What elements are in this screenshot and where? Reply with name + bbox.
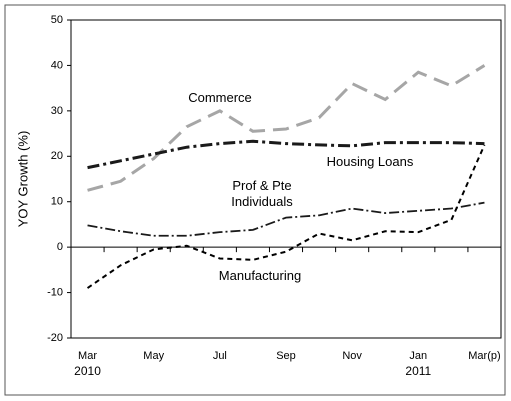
outer-frame xyxy=(4,4,506,396)
x-tick-label: Mar(p) xyxy=(468,350,500,362)
y-tick-label: 0 xyxy=(57,241,63,253)
x-tick-label: Nov xyxy=(342,350,362,362)
y-tick-label: 40 xyxy=(51,59,63,71)
year-label: 2010 xyxy=(74,364,101,378)
x-tick-label: Mar xyxy=(78,350,97,362)
y-tick-label: 50 xyxy=(51,14,63,26)
plot-frame xyxy=(70,19,502,339)
x-tick-label: Sep xyxy=(276,350,296,362)
y-tick-label: -10 xyxy=(47,286,63,298)
series-line xyxy=(86,144,486,289)
y-tick-label: 20 xyxy=(51,150,63,162)
series-label: Prof & Pte Individuals xyxy=(231,178,293,209)
y-axis-label: YOY Growth (%) xyxy=(15,131,30,228)
y-tick-label: 10 xyxy=(51,196,63,208)
series-label: Manufacturing xyxy=(218,268,302,283)
series-line xyxy=(87,201,485,237)
y-tick-label: -20 xyxy=(47,332,63,344)
series-label: Commerce xyxy=(188,90,252,105)
year-label: 2011 xyxy=(405,364,431,378)
x-tick-label: May xyxy=(143,350,164,362)
x-tick-label: Jul xyxy=(213,350,227,362)
series-line xyxy=(87,139,485,170)
series-label: Housing Loans xyxy=(326,154,414,169)
y-tick-label: 30 xyxy=(51,105,63,117)
x-tick-label: Jan xyxy=(409,350,427,362)
series-line xyxy=(87,64,486,192)
